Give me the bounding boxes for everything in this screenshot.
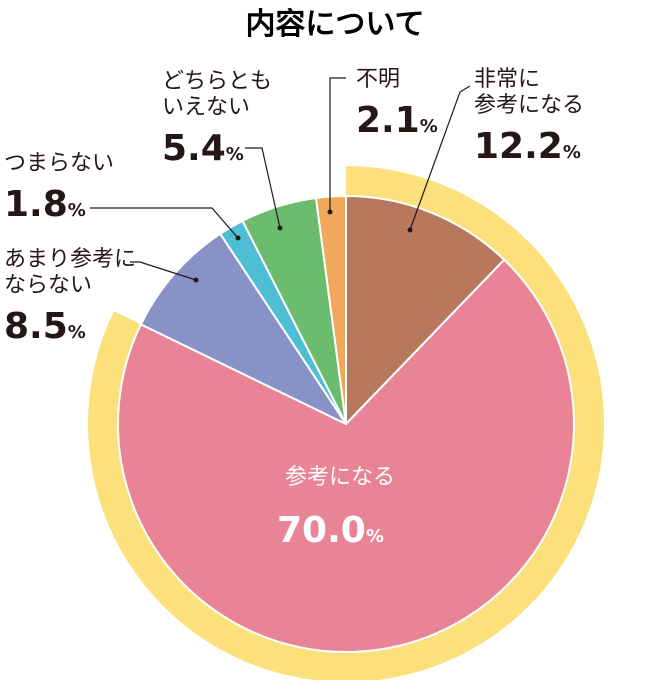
slice-label-4-line-0: どちらとも xyxy=(162,69,272,94)
slice-label-2-line-1: ならない xyxy=(4,273,92,298)
slice-value-5: 2.1% xyxy=(356,100,438,141)
slice-value-0: 12.2% xyxy=(474,126,581,167)
leader-line-3 xyxy=(90,207,239,239)
leader-dot-3 xyxy=(235,235,241,241)
slice-unit-1: % xyxy=(366,526,384,547)
leader-dot-4 xyxy=(277,225,283,231)
slice-unit-0: % xyxy=(563,142,581,163)
leader-line-5 xyxy=(329,77,346,212)
leader-line-2 xyxy=(130,261,197,281)
slice-value-3: 1.8% xyxy=(4,184,86,225)
slice-label-4-line-1: いえない xyxy=(162,95,250,120)
leader-dot-0 xyxy=(407,227,413,233)
chart-title: 内容について xyxy=(245,7,424,42)
slice-value-2: 8.5% xyxy=(4,306,86,347)
leader-dot-5 xyxy=(327,209,333,215)
slice-unit-5: % xyxy=(420,116,438,137)
slice-value-1: 70.0% xyxy=(277,510,384,551)
slice-unit-2: % xyxy=(68,322,86,343)
slice-label-1-line-0: 参考になる xyxy=(285,465,395,490)
slice-unit-3: % xyxy=(68,200,86,221)
slice-label-5-line-0: 不明 xyxy=(356,67,400,92)
pie-slice-0 xyxy=(345,195,506,425)
slice-label-2-line-0: あまり参考に xyxy=(4,247,136,272)
slice-label-3-line-0: つまらない xyxy=(4,151,114,176)
slice-unit-4: % xyxy=(226,144,244,165)
leader-line-4 xyxy=(245,147,281,229)
slice-label-0-line-1: 参考になる xyxy=(474,93,584,118)
leader-line-0 xyxy=(409,85,471,231)
pie-slice-5 xyxy=(315,194,347,425)
slice-label-0-line-0: 非常に xyxy=(474,67,540,92)
pie-slice-1 xyxy=(117,258,575,653)
pie-slice-2 xyxy=(139,232,347,425)
leader-dot-2 xyxy=(193,277,199,283)
slice-value-4: 5.4% xyxy=(162,128,244,169)
